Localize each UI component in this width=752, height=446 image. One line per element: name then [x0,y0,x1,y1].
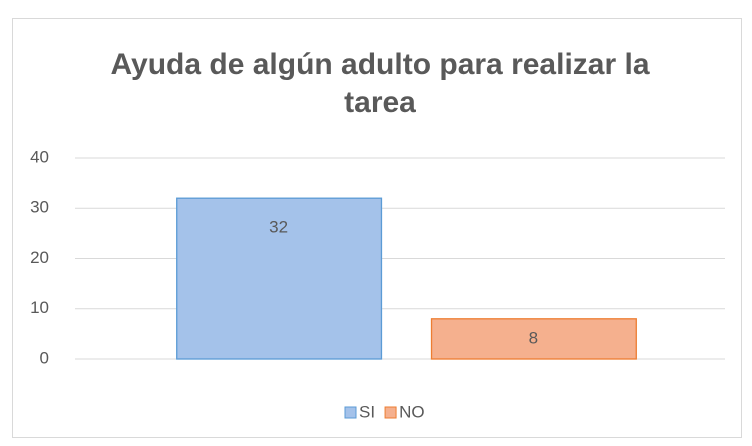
y-tick-label: 40 [30,147,49,166]
bar [430,318,637,360]
legend-label: NO [399,402,425,421]
y-tick-label: 10 [30,298,49,317]
chart-title: Ayuda de algún adulto para realizar la t… [110,48,650,119]
bar [176,197,383,360]
legend-swatch [384,406,397,419]
y-tick-label: 0 [40,348,49,367]
data-label: 32 [269,218,288,237]
y-tick-label: 30 [30,198,49,217]
data-label: 8 [529,328,538,347]
legend-swatch [344,406,357,419]
legend-label: SI [359,402,375,421]
y-tick-label: 20 [30,248,49,267]
